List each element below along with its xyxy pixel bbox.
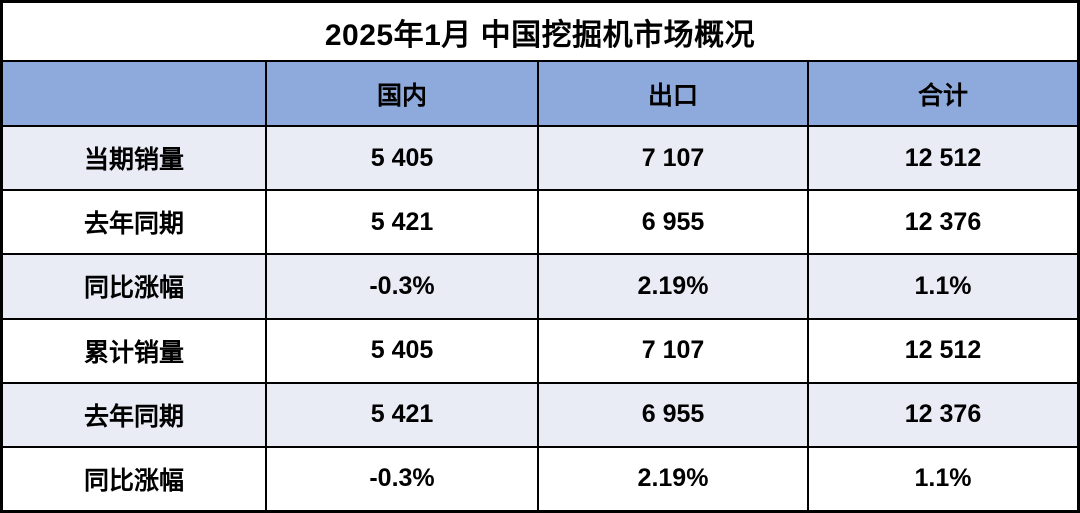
cell-export: 2.19%: [539, 255, 809, 318]
cell-domestic: 5 421: [267, 191, 539, 254]
row-label: 去年同期: [3, 383, 267, 446]
cell-total: 1.1%: [914, 464, 972, 493]
header-cell-domestic: 国内: [267, 62, 539, 125]
table-title: 2025年1月 中国挖掘机市场概况: [3, 3, 1077, 62]
cell-domestic: 5 405: [267, 319, 539, 382]
cell-export: 6 955: [539, 383, 809, 446]
cell-total: 12 376: [904, 400, 982, 429]
cell-total: 1.1%: [914, 271, 972, 300]
header-cell-export: 出口: [539, 62, 809, 125]
row-label: 累计销量: [3, 319, 267, 382]
cell-export: 7 107: [539, 127, 809, 190]
header-row: 国内 出口 合计: [3, 62, 1077, 127]
row-label: 当期销量: [3, 127, 267, 190]
cell-domestic: -0.3%: [267, 255, 539, 318]
header-cell-total: 合计: [917, 81, 968, 110]
table-row-yoy-change-cumulative: 同比涨幅 -0.3% 2.19% 1.1%: [3, 447, 1077, 511]
cell-export: 7 107: [539, 319, 809, 382]
cell-domestic: -0.3%: [267, 447, 539, 511]
table-row-yoy-change: 同比涨幅 -0.3% 2.19% 1.1%: [3, 255, 1077, 320]
header-cell-blank: [3, 62, 267, 125]
cell-total: 12 376: [904, 207, 982, 236]
row-label: 同比涨幅: [3, 255, 267, 318]
table-row-last-year-same-period-cumulative: 去年同期 5 421 6 955 12 376: [3, 383, 1077, 448]
cell-domestic: 5 405: [267, 127, 539, 190]
table-row-last-year-same-period: 去年同期 5 421 6 955 12 376: [3, 191, 1077, 256]
cell-total: 12 512: [904, 143, 982, 172]
row-label: 同比涨幅: [3, 447, 267, 511]
table-row-current-sales: 当期销量 5 405 7 107 12 512: [3, 127, 1077, 192]
row-label: 去年同期: [3, 191, 267, 254]
cell-total: 12 512: [904, 336, 982, 365]
cell-export: 2.19%: [539, 447, 809, 511]
table-row-cumulative-sales: 累计销量 5 405 7 107 12 512: [3, 319, 1077, 384]
cell-export: 6 955: [539, 191, 809, 254]
cell-domestic: 5 421: [267, 383, 539, 446]
